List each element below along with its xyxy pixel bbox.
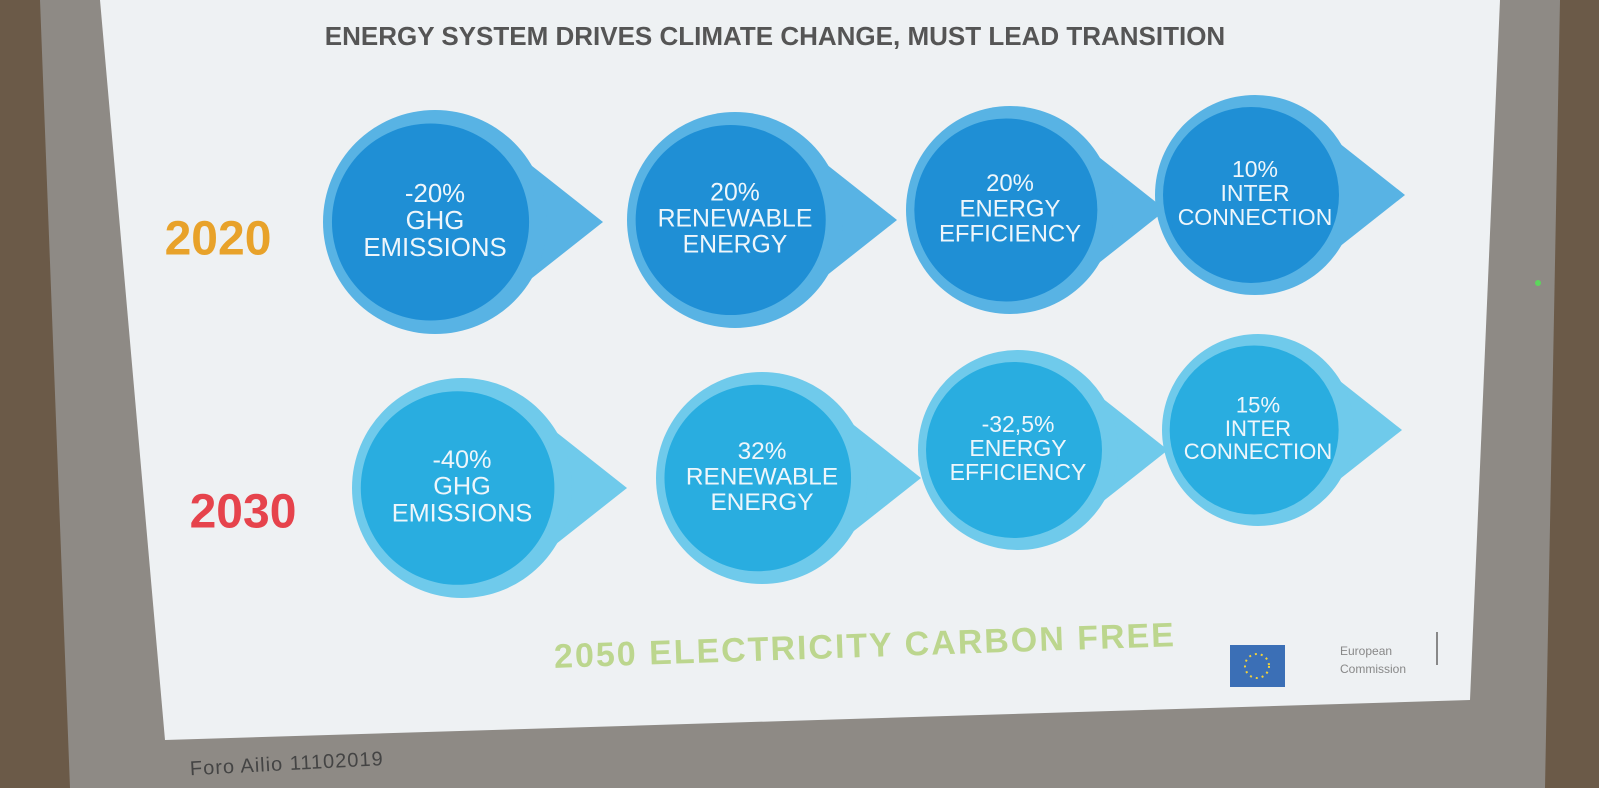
eu-flag — [1230, 645, 1285, 687]
bubble-text: 15% — [1236, 393, 1280, 418]
bubble-text: GHG — [433, 473, 491, 501]
bubble-text: RENEWABLE — [686, 463, 838, 490]
bubble-text: CONNECTION — [1184, 439, 1333, 464]
bubble-text: 20% — [986, 170, 1034, 197]
bubble-text: ENERGY — [710, 489, 813, 516]
bubble — [635, 124, 826, 316]
bubble-text: -32,5% — [982, 411, 1055, 437]
bubble — [664, 384, 852, 572]
bubble-text: -20% — [405, 180, 465, 208]
bubble-text: ENERGY — [969, 435, 1066, 461]
bubble-text: ENERGY — [960, 195, 1061, 222]
power-led — [1535, 280, 1541, 286]
bubble-text: EFFICIENCY — [939, 220, 1081, 247]
bubble — [926, 362, 1102, 538]
bubble-text: -40% — [432, 446, 491, 474]
bubble-text: EFFICIENCY — [950, 459, 1087, 485]
bubble-text: 10% — [1232, 156, 1278, 182]
bubble-text: 20% — [710, 179, 760, 206]
eu-stars — [1244, 653, 1270, 679]
bubble-text: EMISSIONS — [363, 234, 506, 262]
bubble-text: INTER — [1225, 416, 1291, 441]
bubble — [331, 123, 530, 321]
bubble-text: EMISSIONS — [392, 499, 533, 527]
bubble — [1169, 345, 1339, 515]
bubble — [360, 391, 555, 585]
logo-text: Commission — [1340, 662, 1406, 676]
bubble — [914, 118, 1098, 302]
bubble-text: 32% — [738, 438, 787, 465]
bubble-text: GHG — [406, 207, 465, 235]
bubble-text: CONNECTION — [1178, 204, 1333, 230]
bubble — [1163, 107, 1339, 283]
bubble-text: RENEWABLE — [658, 206, 813, 233]
slide-title: ENERGY SYSTEM DRIVES CLIMATE CHANGE, MUS… — [325, 21, 1225, 51]
logo-text: European — [1340, 644, 1392, 658]
year-label: 2020 — [165, 213, 272, 266]
year-label: 2030 — [190, 486, 297, 539]
bubble-text: INTER — [1221, 180, 1290, 206]
bubble-text: ENERGY — [683, 232, 788, 259]
